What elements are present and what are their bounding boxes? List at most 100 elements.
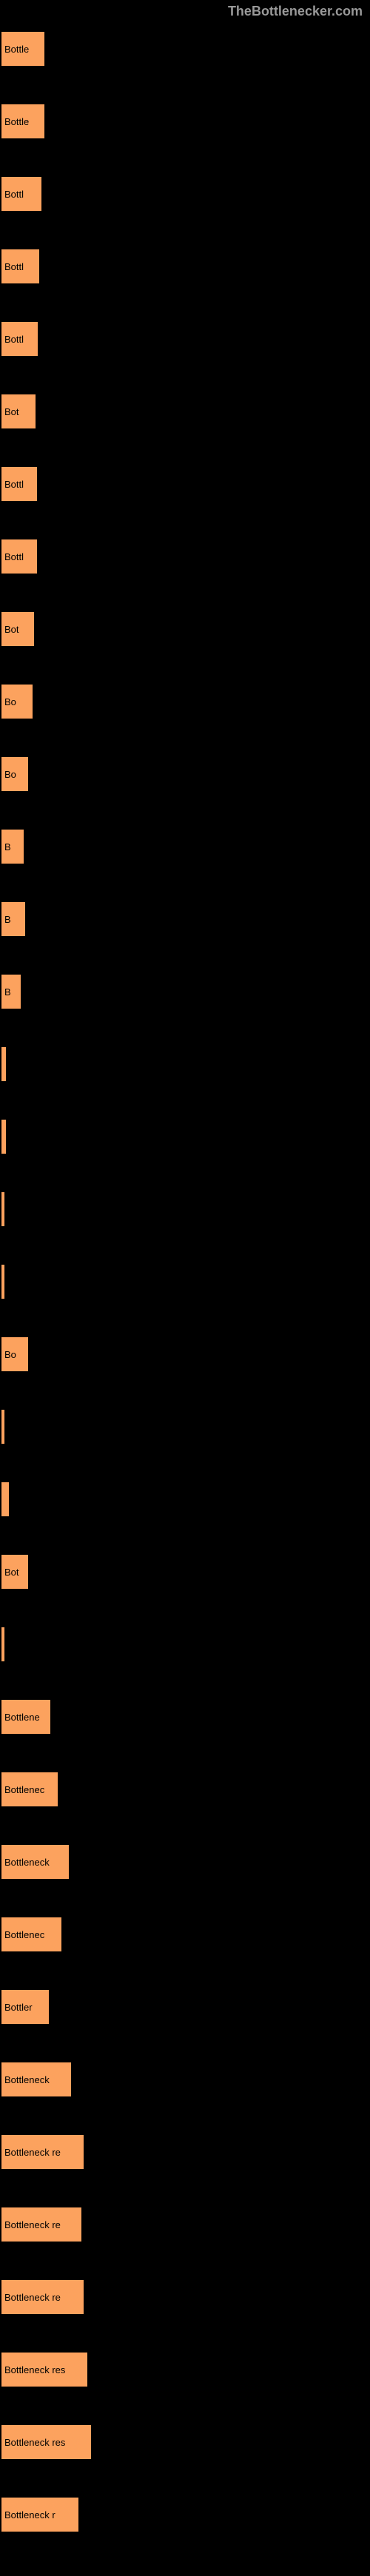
bar-row: Bo	[0, 1336, 370, 1373]
bar-label: Bottle	[4, 116, 29, 127]
bar-row	[0, 1408, 370, 1445]
bar-row: Bottl	[0, 248, 370, 285]
chart-bar: Bottle	[0, 103, 46, 140]
bar-label: Bottlene	[4, 1712, 40, 1723]
chart-bar	[0, 1118, 7, 1155]
chart-bar	[0, 1626, 6, 1663]
bar-row: Bottle	[0, 30, 370, 67]
bar-row: Bottle	[0, 103, 370, 140]
chart-bar: Bo	[0, 756, 30, 793]
chart-bar: B	[0, 973, 22, 1010]
bar-label: Bo	[4, 769, 16, 780]
bar-label: Bottleneck r	[4, 2509, 56, 2520]
chart-bar: Bo	[0, 1336, 30, 1373]
bar-label: Bot	[4, 624, 19, 635]
bar-row: Bot	[0, 611, 370, 648]
bar-row: Bot	[0, 1553, 370, 1590]
bar-label: Bottleneck	[4, 2074, 50, 2085]
chart-bar: Bottleneck re	[0, 2206, 83, 2243]
bar-row	[0, 1481, 370, 1518]
bar-row: Bottl	[0, 175, 370, 212]
chart-bar: Bot	[0, 611, 36, 648]
bar-row: B	[0, 973, 370, 1010]
bar-label: Bottlenec	[4, 1784, 44, 1795]
chart-bar: B	[0, 828, 25, 865]
chart-bar: Bottleneck	[0, 2061, 73, 2098]
chart-bar: Bottl	[0, 320, 39, 357]
chart-bar: Bottleneck res	[0, 2424, 92, 2461]
chart-bar: Bo	[0, 683, 34, 720]
bar-label: Bottle	[4, 44, 29, 55]
bar-row: Bottleneck res	[0, 2424, 370, 2461]
bar-label: Bottleneck res	[4, 2437, 65, 2448]
chart-bar: Bottleneck re	[0, 2279, 85, 2316]
chart-bar: Bottl	[0, 465, 38, 502]
chart-bar: Bottleneck res	[0, 2351, 89, 2388]
bar-label: Bottler	[4, 2002, 33, 2013]
bar-label: Bottl	[4, 551, 24, 562]
bar-label: B	[4, 841, 11, 852]
bar-row	[0, 1118, 370, 1155]
chart-bar: Bottlenec	[0, 1771, 59, 1808]
bar-row	[0, 1263, 370, 1300]
bar-label: Bot	[4, 1567, 19, 1578]
bar-row: B	[0, 828, 370, 865]
chart-bar: Bot	[0, 393, 37, 430]
bar-row	[0, 1626, 370, 1663]
bar-label: Bottleneck	[4, 1857, 50, 1868]
bar-row: Bottl	[0, 465, 370, 502]
bar-label: Bo	[4, 696, 16, 707]
chart-bar	[0, 1263, 6, 1300]
chart-bar	[0, 1046, 7, 1083]
bar-row: Bottlene	[0, 1698, 370, 1735]
chart-bar	[0, 1191, 6, 1228]
chart-bar: Bottl	[0, 538, 38, 575]
bar-chart: Bottle Bottle Bottl Bottl Bottl Bot Bottl Bottl…	[0, 23, 370, 2576]
bar-label: Bottleneck res	[4, 2364, 65, 2375]
site-title: TheBottlenecker.com	[228, 4, 363, 19]
bar-label: Bottleneck re	[4, 2219, 61, 2230]
bar-label: B	[4, 986, 11, 998]
bar-label: Bottleneck re	[4, 2292, 61, 2303]
chart-bar: Bottl	[0, 248, 41, 285]
bar-label: Bo	[4, 1349, 16, 1360]
bar-row: Bottleneck re	[0, 2133, 370, 2170]
bar-label: Bottlenec	[4, 1929, 44, 1940]
chart-bar: Bottlene	[0, 1698, 52, 1735]
bar-label: Bottl	[4, 261, 24, 272]
bar-row: Bottlenec	[0, 1771, 370, 1808]
chart-bar: Bottlenec	[0, 1916, 63, 1953]
bar-row	[0, 1046, 370, 1083]
bar-row: Bottl	[0, 538, 370, 575]
bar-row: Bo	[0, 683, 370, 720]
chart-bar	[0, 1408, 6, 1445]
bar-row: Bottleneck re	[0, 2279, 370, 2316]
bar-row: Bottleneck	[0, 2061, 370, 2098]
bar-row: Bo	[0, 756, 370, 793]
bar-label: B	[4, 914, 11, 925]
bar-label: Bottl	[4, 479, 24, 490]
chart-bar: Bot	[0, 1553, 30, 1590]
chart-bar: Bottl	[0, 175, 43, 212]
chart-bar: Bottleneck	[0, 1843, 70, 1880]
bar-row	[0, 1191, 370, 1228]
bar-row: Bottleneck res	[0, 2351, 370, 2388]
bar-label: Bottl	[4, 334, 24, 345]
bar-row: Bottlenec	[0, 1916, 370, 1953]
bar-row: B	[0, 901, 370, 938]
chart-bar: Bottleneck re	[0, 2133, 85, 2170]
chart-bar	[0, 1481, 10, 1518]
chart-bar: B	[0, 901, 27, 938]
bar-row: Bot	[0, 393, 370, 430]
chart-bar: Bottler	[0, 1988, 50, 2025]
site-header: TheBottlenecker.com	[0, 0, 370, 23]
chart-bar: Bottleneck r	[0, 2496, 80, 2533]
bar-row: Bottleneck	[0, 1843, 370, 1880]
bar-label: Bot	[4, 406, 19, 417]
bar-row: Bottleneck re	[0, 2206, 370, 2243]
bar-row: Bottleneck r	[0, 2496, 370, 2533]
chart-bar: Bottle	[0, 30, 46, 67]
bar-label: Bottl	[4, 189, 24, 200]
bar-row: Bottl	[0, 320, 370, 357]
bar-label: Bottleneck re	[4, 2147, 61, 2158]
